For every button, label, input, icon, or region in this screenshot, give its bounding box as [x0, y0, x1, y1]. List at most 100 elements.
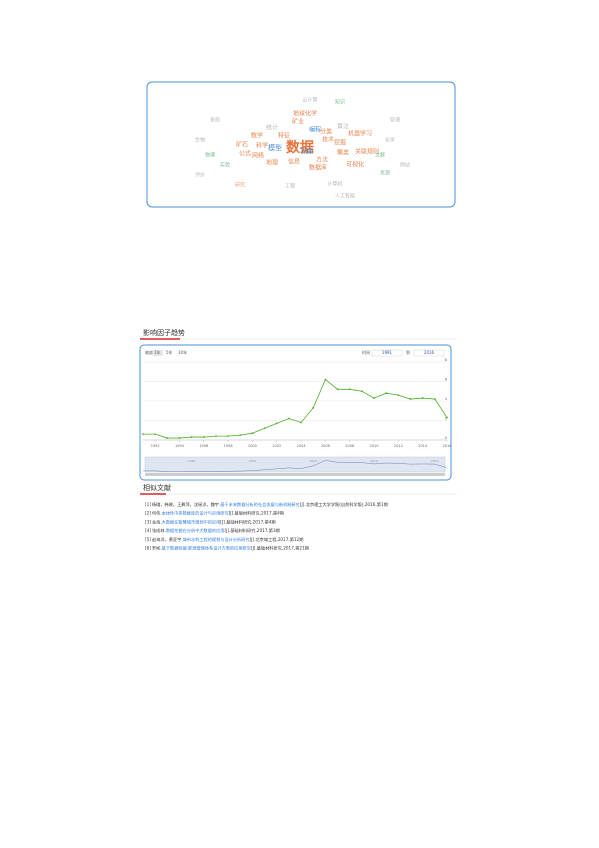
- data-point: [421, 397, 424, 399]
- cloud-word: 信息: [288, 158, 300, 166]
- cloud-word: 地球化学: [293, 110, 317, 118]
- to-label: 到: [406, 349, 410, 355]
- zoom-button-label[interactable]: 1年: [154, 349, 161, 355]
- cloud-word: 网站: [400, 162, 410, 169]
- cloud-word: 管理: [390, 117, 400, 124]
- trend-line: [143, 378, 448, 439]
- zoom-button-label[interactable]: 10年: [178, 349, 187, 355]
- y-tick-label: 8: [445, 358, 447, 362]
- x-tick-label: 1996: [199, 444, 208, 448]
- x-tick-label: 2010: [370, 444, 379, 448]
- zoom-button[interactable]: [165, 350, 175, 356]
- reference-authors: 赵海洋，黄亚宇.: [152, 536, 183, 543]
- cloud-word: 科学: [256, 142, 268, 150]
- reference-title[interactable]: 基于未来数据分析的社会发展与新机制研究: [220, 501, 300, 508]
- cloud-word: 特征: [278, 132, 290, 140]
- reference-title[interactable]: 数据挖掘在分析中大数据的应用: [166, 527, 225, 534]
- zoom-label: 缩放: [145, 349, 153, 355]
- reference: [1]杨璐，韩晓，王彝萍，沈瑶洋，魏宇.基于未来数据分析的社会发展与新机制研究[…: [145, 501, 388, 508]
- reference-source: [J].基础材料研究,2017,第4期: [220, 518, 275, 525]
- reference-source: [J].基础材料研究,2017,第4期: [229, 510, 284, 517]
- reference-authors: 何伟.: [152, 510, 162, 517]
- reference-title[interactable]: 本体性中央数据库的设计与应用研究: [162, 510, 230, 517]
- cloud-word: 数据库: [309, 164, 327, 172]
- reference-authors: 罗彬.: [152, 545, 162, 552]
- cloud-word: 网络: [252, 152, 264, 160]
- x-tick-label: 1998: [224, 444, 233, 448]
- date-to[interactable]: 2016: [424, 350, 435, 355]
- reference-source: [J].北京理工大学学报(自然科学版),2016,第1期: [300, 501, 388, 508]
- reference-authors: 金海.: [152, 518, 162, 525]
- y-tick-label: 6: [445, 378, 447, 382]
- cloud-word: 挖掘: [334, 139, 346, 147]
- cloud-word: 知识: [335, 99, 345, 106]
- cloud-word: 评价: [195, 172, 205, 179]
- cloud-word: 资源: [380, 170, 390, 177]
- data-point: [227, 435, 230, 437]
- x-tick-label: 2014: [418, 444, 428, 448]
- reference-authors: 张成林.: [152, 527, 166, 534]
- cloud-word: 化学: [385, 137, 395, 144]
- x-tick-label: 2002: [272, 444, 281, 448]
- x-tick-label: 2016: [443, 444, 452, 448]
- cloud-word: 物理: [205, 152, 215, 159]
- cloud-word: 实验: [220, 162, 230, 169]
- data-point: [385, 392, 388, 395]
- data-point: [348, 388, 351, 391]
- x-tick-label: 2008: [345, 444, 354, 448]
- reference-index: [1]: [145, 502, 151, 507]
- cloud-word: 分类: [320, 128, 332, 136]
- data-point: [300, 421, 302, 424]
- y-tick-label: 0: [445, 436, 447, 440]
- zoom-button-label[interactable]: 5年: [166, 349, 173, 355]
- cloud-word: 技术: [322, 136, 334, 144]
- x-tick-label: 1994: [175, 444, 185, 448]
- section-title: 影响因子趋势: [143, 328, 185, 337]
- reference-index: [3]: [145, 519, 151, 524]
- x-tick-label: 1992: [151, 444, 160, 448]
- data-point: [263, 427, 266, 430]
- date-input[interactable]: [413, 349, 445, 357]
- zoom-button[interactable]: [177, 350, 187, 356]
- reference-title[interactable]: 基于数据挖掘·能源管理体系设计方案的应用研究: [162, 545, 252, 552]
- date-input[interactable]: [371, 349, 403, 357]
- zoom-button[interactable]: [153, 350, 163, 356]
- navigator-line: [143, 460, 448, 472]
- cloud-word: 可视化: [346, 161, 364, 169]
- data-point: [446, 416, 448, 419]
- cloud-word: 系统: [210, 117, 220, 124]
- data-point: [336, 388, 339, 391]
- data-point: [154, 433, 157, 436]
- navigator-tick-label: 2005: [309, 459, 317, 463]
- data-point: [166, 437, 169, 439]
- cloud-word: 文献: [375, 152, 385, 159]
- cloud-word: 聚类: [337, 149, 349, 157]
- reference-title[interactable]: 大数据在智慧城市规划中的应用: [162, 518, 221, 525]
- navigator-tick-label: 2010: [370, 459, 378, 463]
- x-tick-label: 2012: [394, 444, 403, 448]
- chart-frame: [139, 344, 452, 481]
- navigator-scrollbar[interactable]: [145, 473, 445, 476]
- data-point: [433, 398, 436, 400]
- cloud-word: 云计算: [302, 97, 317, 104]
- data-point: [324, 378, 327, 381]
- reference-title[interactable]: 城市水利工程的规划与设计分析研究: [183, 536, 251, 543]
- navigator: [144, 456, 446, 473]
- data-point: [142, 433, 144, 436]
- data-point: [312, 406, 315, 409]
- cloud-word: 矿业: [292, 118, 304, 126]
- reference: [5]赵海洋，黄亚宇.城市水利工程的规划与设计分析研究[J].北京城工程,201…: [145, 536, 303, 543]
- reference-index: [4]: [145, 528, 151, 533]
- date-from[interactable]: 1991: [382, 350, 393, 355]
- data-point: [360, 390, 363, 393]
- reference: [2]何伟.本体性中央数据库的设计与应用研究[J].基础材料研究,2017,第4…: [145, 510, 284, 517]
- data-point: [239, 434, 242, 437]
- cloud-word: 矿石: [236, 141, 248, 149]
- cloud-word: 模型: [268, 143, 282, 152]
- cloud-word: 机器学习: [348, 130, 372, 138]
- navigator-tick-label: 1995: [188, 459, 196, 463]
- data-point: [397, 394, 400, 397]
- cloud-word: 关联规则: [355, 148, 379, 156]
- cloud-word: 工程: [285, 183, 295, 190]
